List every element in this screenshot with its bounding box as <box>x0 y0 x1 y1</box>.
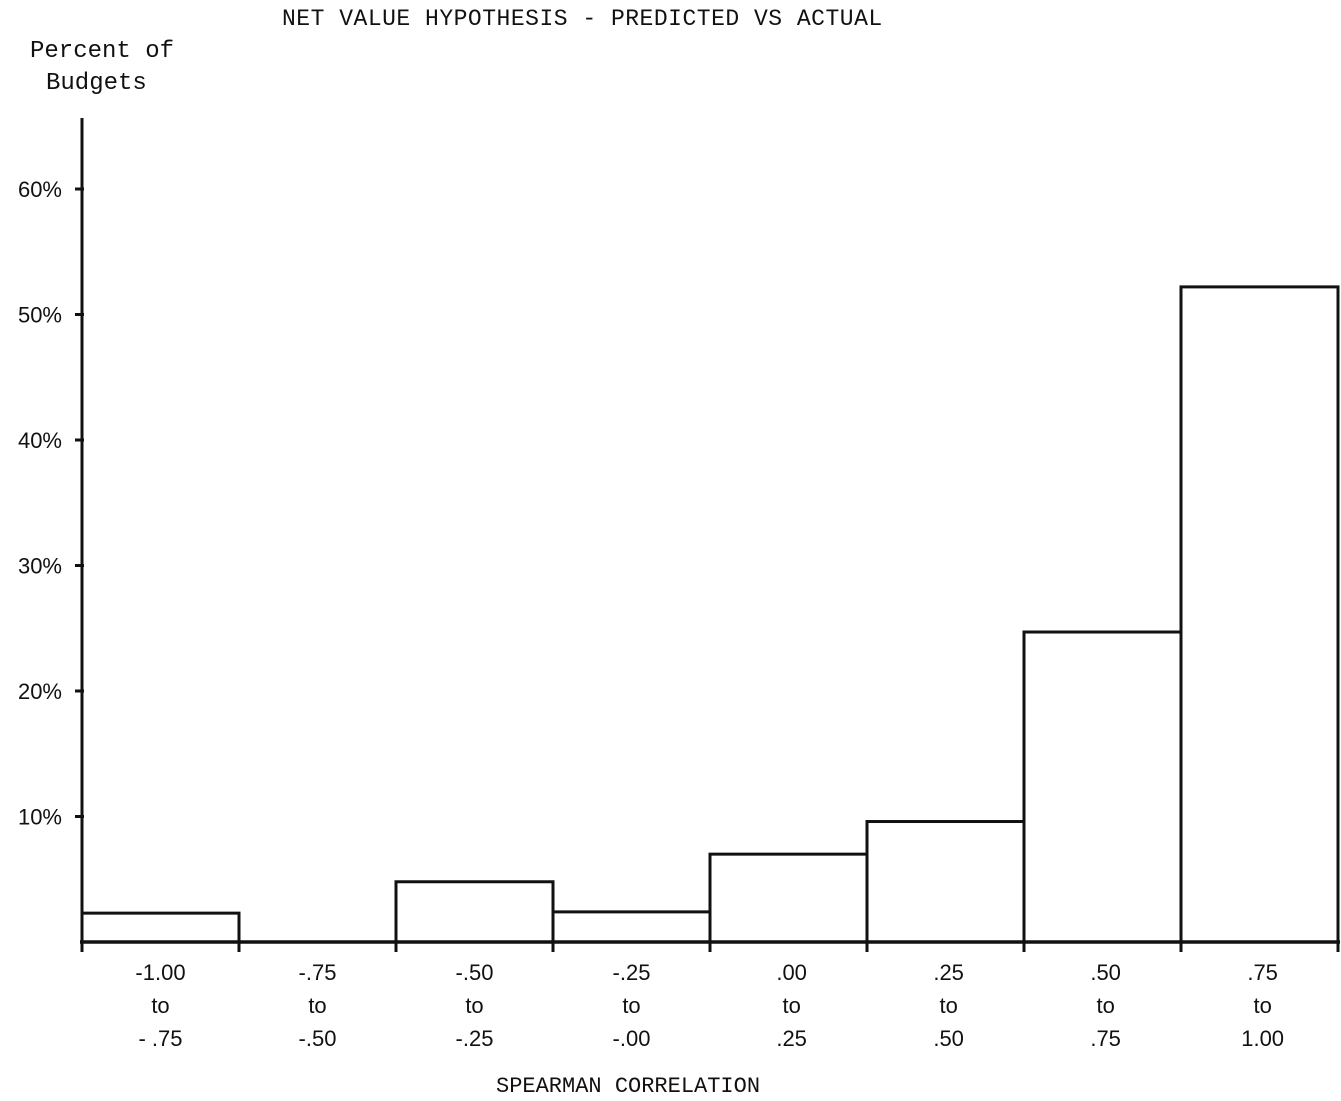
bar-3 <box>551 910 712 944</box>
y-axis-label-line-2: Budgets <box>46 70 147 97</box>
x-tick-label-2-line-0: -.50 <box>456 960 494 985</box>
x-tick-label-1-line-2: -.50 <box>299 1026 337 1051</box>
y-tick-label-3: 40% <box>18 428 62 453</box>
chart-title: NET VALUE HYPOTHESIS - PREDICTED VS ACTU… <box>282 6 883 32</box>
bar-2 <box>394 880 555 944</box>
x-tick-label-1-line-1: to <box>308 993 326 1018</box>
y-tick-label-1: 20% <box>18 679 62 704</box>
y-ticks-group: 10% 20% 30% 40% 50% 60% <box>18 177 84 830</box>
x-tick-label-3-line-0: -.25 <box>613 960 651 985</box>
x-tick-label-0-line-0: -1.00 <box>135 960 185 985</box>
x-tick-label-6-line-2: .75 <box>1090 1026 1121 1051</box>
x-tick-label-3-line-1: to <box>622 993 640 1018</box>
x-tick-label-4-line-1: to <box>782 993 800 1018</box>
x-tick-label-3-line-2: -.00 <box>613 1026 651 1051</box>
x-tick-label-2-line-1: to <box>465 993 483 1018</box>
bar-6 <box>1022 630 1183 944</box>
x-tick-label-7-line-0: .75 <box>1247 960 1278 985</box>
x-tick-label-4-line-2: .25 <box>776 1026 807 1051</box>
x-tick-label-5-line-0: .25 <box>933 960 964 985</box>
x-tick-label-0-line-1: to <box>151 993 169 1018</box>
x-tick-label-4-line-0: .00 <box>776 960 807 985</box>
bar-0 <box>80 911 241 944</box>
x-tick-label-1-line-0: -.75 <box>299 960 337 985</box>
y-tick-label-4: 50% <box>18 303 62 328</box>
y-tick-label-2: 30% <box>18 554 62 579</box>
x-ticks-group: -1.00 to - .75 -.75 to -.50 -.50 to -.25 -.25 to -.… <box>80 942 1340 1051</box>
bars-group <box>80 285 1340 944</box>
x-tick-label-0-line-2: - .75 <box>138 1026 182 1051</box>
x-tick-label-5-line-1: to <box>939 993 957 1018</box>
y-tick-label-5: 60% <box>18 177 62 202</box>
x-tick-label-5-line-2: .50 <box>933 1026 964 1051</box>
bar-7 <box>1179 285 1340 944</box>
x-axis-label: SPEARMAN CORRELATION <box>496 1074 761 1099</box>
y-axis-label-line-1: Percent of <box>30 38 175 65</box>
bar-5 <box>865 820 1026 944</box>
bar-4 <box>708 852 869 944</box>
y-tick-label-0: 10% <box>18 805 62 830</box>
x-tick-label-7-line-2: 1.00 <box>1241 1026 1284 1051</box>
x-tick-label-7-line-1: to <box>1253 993 1271 1018</box>
x-tick-label-6-line-0: .50 <box>1090 960 1121 985</box>
x-tick-label-2-line-2: -.25 <box>456 1026 494 1051</box>
x-tick-label-6-line-1: to <box>1096 993 1114 1018</box>
